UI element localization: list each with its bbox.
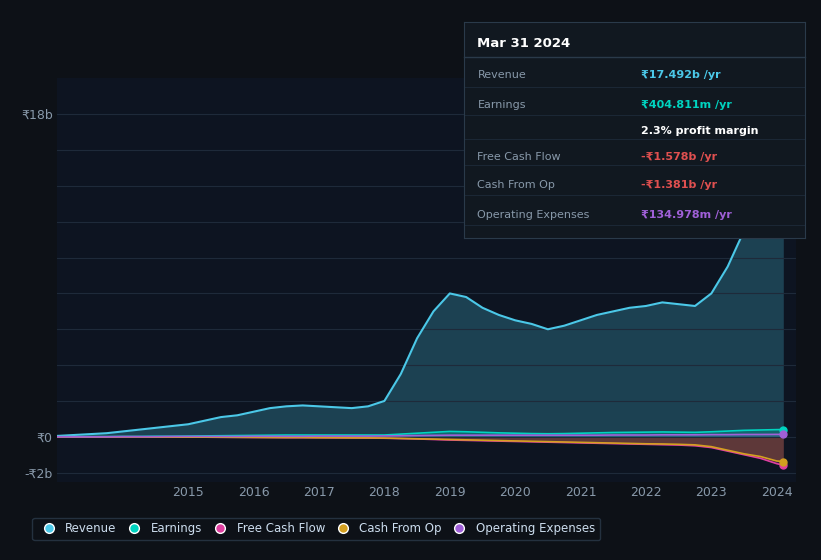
Text: Revenue: Revenue [478,70,526,80]
Text: Cash From Op: Cash From Op [478,180,555,190]
Text: ₹404.811m /yr: ₹404.811m /yr [641,100,732,110]
Text: 2.3% profit margin: 2.3% profit margin [641,126,759,136]
Text: Mar 31 2024: Mar 31 2024 [478,38,571,50]
Text: ₹17.492b /yr: ₹17.492b /yr [641,70,721,80]
Text: -₹1.578b /yr: -₹1.578b /yr [641,152,718,162]
Text: Operating Expenses: Operating Expenses [478,210,589,220]
Text: Free Cash Flow: Free Cash Flow [478,152,561,162]
Text: ₹134.978m /yr: ₹134.978m /yr [641,210,732,220]
Text: -₹1.381b /yr: -₹1.381b /yr [641,180,718,190]
Legend: Revenue, Earnings, Free Cash Flow, Cash From Op, Operating Expenses: Revenue, Earnings, Free Cash Flow, Cash … [32,518,600,540]
Text: Earnings: Earnings [478,100,526,110]
